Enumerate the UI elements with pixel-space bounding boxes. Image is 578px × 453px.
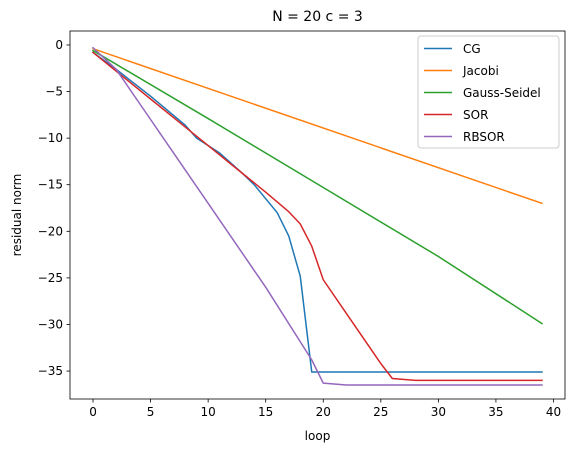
legend-frame xyxy=(417,35,560,149)
y-tick-label: −30 xyxy=(38,317,63,331)
y-tick-label: −15 xyxy=(38,178,63,192)
x-tick-label: 25 xyxy=(373,405,388,419)
x-tick-label: 35 xyxy=(488,405,503,419)
x-tick-label: 30 xyxy=(431,405,446,419)
legend-label: RBSOR xyxy=(463,130,505,144)
y-axis-label: residual norm xyxy=(10,174,24,257)
legend-item-sor: SOR xyxy=(424,108,488,122)
legend-item-cg: CG xyxy=(424,42,481,56)
series-line-rbsor xyxy=(91,46,543,386)
legend-item-jacobi: Jacobi xyxy=(424,64,499,78)
x-axis-label: loop xyxy=(305,429,331,443)
legend-label: SOR xyxy=(463,108,488,122)
y-tick-label: −10 xyxy=(38,131,63,145)
chart-title: N = 20 c = 3 xyxy=(272,9,363,25)
y-tick-label: 0 xyxy=(55,38,63,52)
legend-label: CG xyxy=(463,42,481,56)
x-tick-label: 15 xyxy=(258,405,273,419)
x-tick-label: 10 xyxy=(200,405,215,419)
plot-area: 0 5 10 15 20 25 30 35 40 0 −5 −10 −15 −20 −25 −30 −35 xyxy=(38,30,566,419)
x-tick-label: 20 xyxy=(316,405,331,419)
axes-frame xyxy=(69,30,566,400)
x-tick-label: 40 xyxy=(546,405,561,419)
y-tick-label: −35 xyxy=(38,364,63,378)
legend-item-gauss-seidel: Gauss-Seidel xyxy=(424,86,541,100)
y-tick-label: −5 xyxy=(45,85,63,99)
y-axis-ticks: 0 −5 −10 −15 −20 −25 −30 −35 xyxy=(38,38,70,378)
x-tick-label: 0 xyxy=(89,405,97,419)
legend-label: Gauss-Seidel xyxy=(463,86,541,100)
legend-item-rbsor: RBSOR xyxy=(424,130,505,144)
series-line-jacobi xyxy=(92,47,543,205)
x-tick-label: 5 xyxy=(147,405,155,419)
series-layer xyxy=(91,46,544,386)
legend-label: Jacobi xyxy=(462,64,499,78)
x-axis-ticks: 0 5 10 15 20 25 30 35 40 xyxy=(89,399,561,419)
y-tick-label: −25 xyxy=(38,271,63,285)
series-line-gauss-seidel xyxy=(91,49,544,325)
legend: CG Jacobi Gauss-Seidel SOR RBSOR xyxy=(417,35,560,149)
series-line-sor xyxy=(91,51,543,382)
y-tick-label: −20 xyxy=(38,224,63,238)
